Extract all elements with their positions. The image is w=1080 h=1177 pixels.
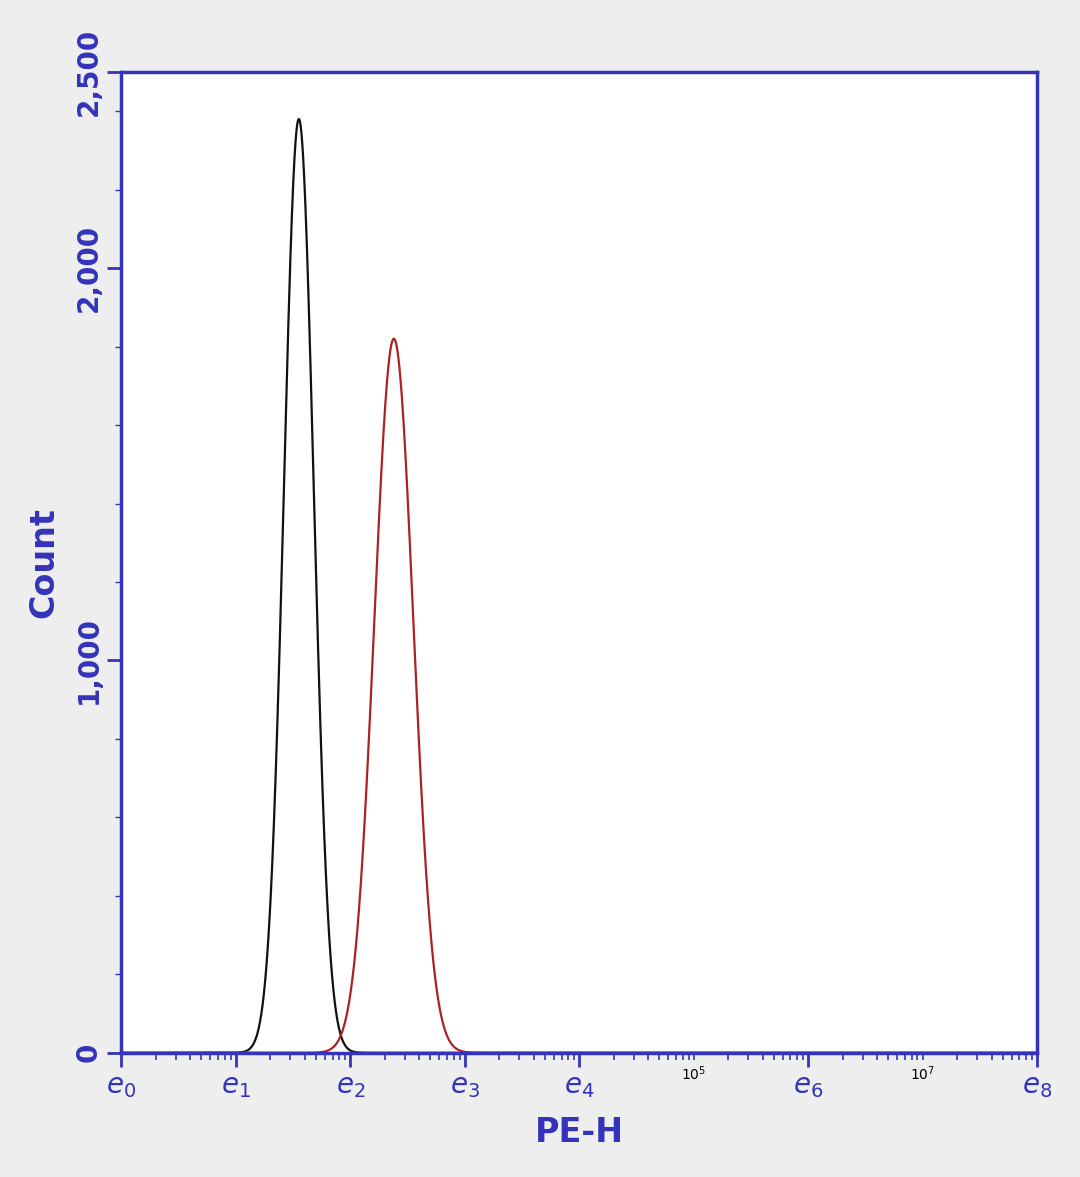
X-axis label: PE-H: PE-H <box>535 1116 624 1149</box>
Y-axis label: Count: Count <box>28 507 60 618</box>
